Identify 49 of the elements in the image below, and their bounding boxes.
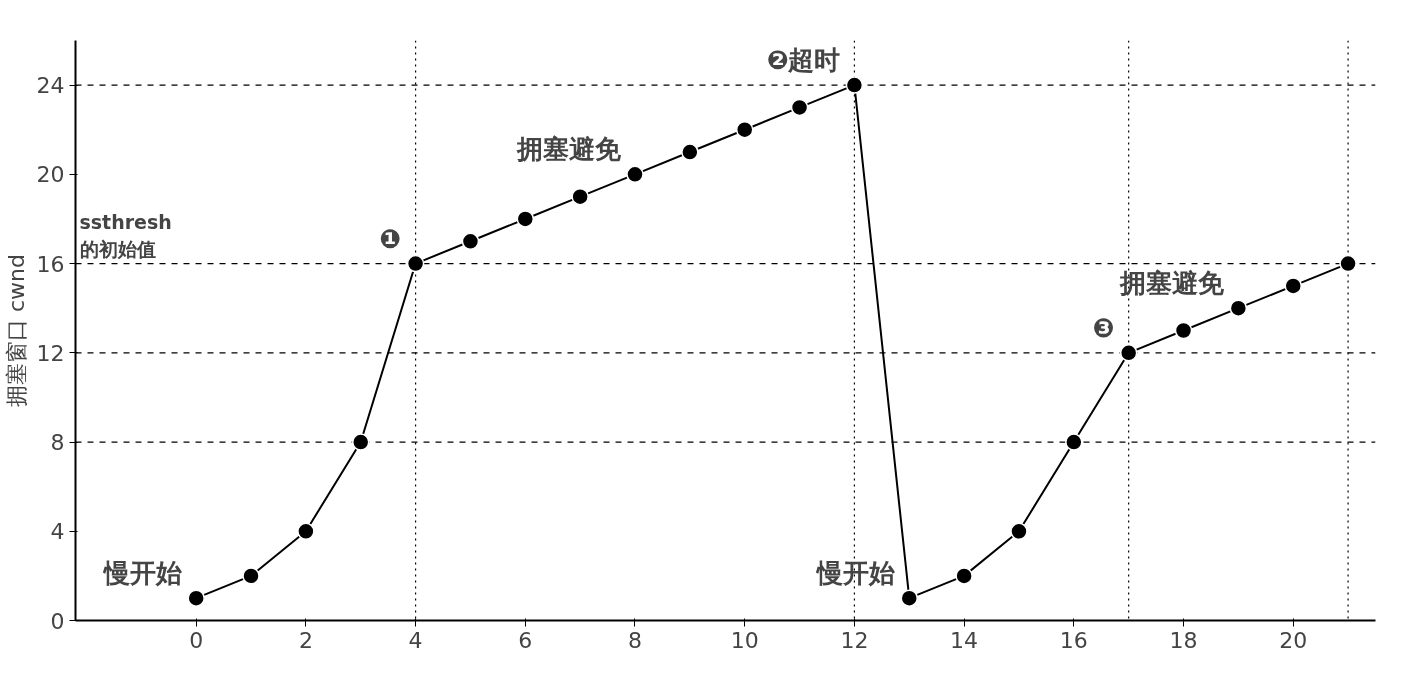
annotation: 拥塞避免 xyxy=(515,134,622,165)
point xyxy=(1339,254,1357,273)
x-tick-label: 20 xyxy=(1279,627,1308,653)
point xyxy=(790,98,809,117)
annotation: ❸ xyxy=(1092,312,1115,343)
point xyxy=(955,567,973,585)
point xyxy=(516,210,535,228)
point xyxy=(1174,321,1193,340)
point xyxy=(406,254,425,273)
point xyxy=(461,232,480,250)
ref-line-label: ssthresh 的初始值 xyxy=(79,211,172,260)
y-tick-label: 0 xyxy=(50,608,65,634)
point xyxy=(1119,344,1138,362)
point xyxy=(351,433,370,451)
annotation: ❶ xyxy=(379,223,402,254)
point xyxy=(681,143,699,161)
annotation: ❷超时 xyxy=(766,45,841,76)
point xyxy=(1284,277,1302,295)
point xyxy=(900,589,919,607)
y-tick-label: 20 xyxy=(36,162,65,188)
x-tick-label: 12 xyxy=(840,627,869,653)
x-tick-label: 18 xyxy=(1169,627,1198,653)
y-tick-label: 24 xyxy=(36,73,65,99)
y-tick-label: 8 xyxy=(50,430,65,456)
x-tick-label: 6 xyxy=(518,627,533,653)
y-tick-label: 16 xyxy=(36,251,65,277)
y-axis-title: 拥塞窗口 cwnd xyxy=(3,254,29,407)
x-tick-label: 10 xyxy=(730,627,759,653)
annotation: 拥塞避免 xyxy=(1119,268,1226,299)
x-tick-label: 8 xyxy=(628,627,642,653)
point xyxy=(297,522,315,540)
point xyxy=(1010,522,1028,540)
point xyxy=(242,567,260,585)
point xyxy=(845,76,864,94)
x-tick-label: 2 xyxy=(298,627,313,653)
y-tick-label: 12 xyxy=(36,340,65,366)
x-tick-label: 0 xyxy=(189,627,204,653)
x-tick-label: 14 xyxy=(950,627,979,653)
point xyxy=(187,589,205,607)
x-tick-label: 16 xyxy=(1059,627,1088,653)
y-tick-label: 4 xyxy=(50,519,65,545)
point xyxy=(735,121,754,139)
point xyxy=(1229,299,1248,317)
point xyxy=(571,187,589,206)
annotation: 慢开始 xyxy=(102,558,183,589)
point xyxy=(1065,433,1083,451)
x-tick-label: 4 xyxy=(408,627,423,653)
annotation: 慢开始 xyxy=(815,558,896,589)
point xyxy=(626,165,644,184)
